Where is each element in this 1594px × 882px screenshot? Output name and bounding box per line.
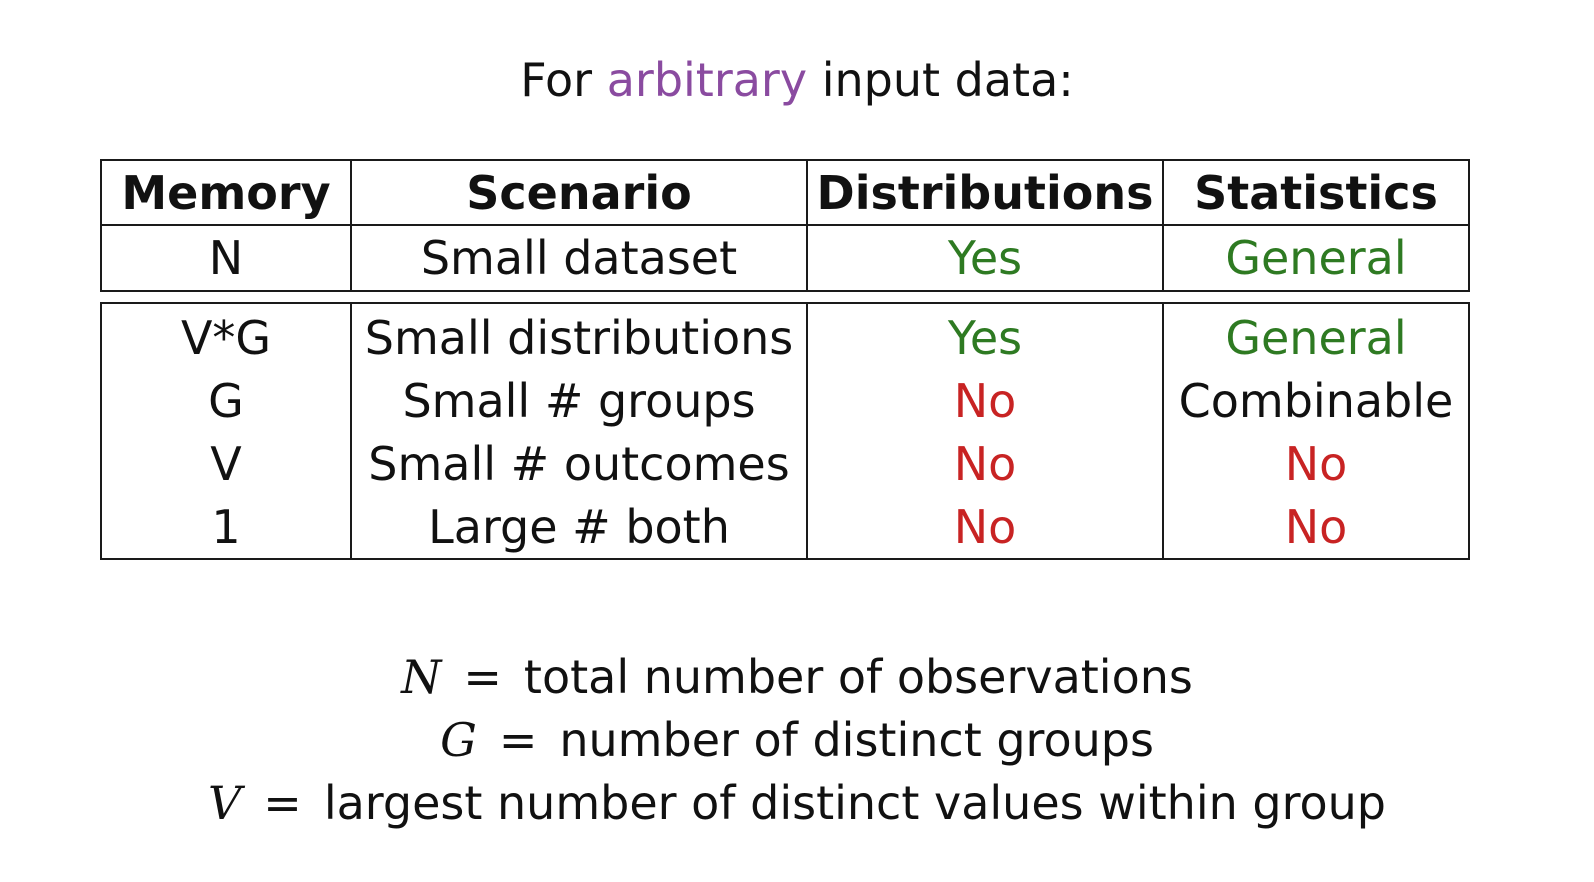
legend-text: total number of observations xyxy=(524,650,1193,704)
title-prefix: For xyxy=(520,53,592,107)
cell-scenario: Large # both xyxy=(351,495,807,559)
cell-distributions: No xyxy=(807,432,1163,495)
memory-table-top: Memory Scenario Distributions Statistics… xyxy=(100,159,1470,292)
cell-statistics: General xyxy=(1163,303,1469,369)
header-scenario: Scenario xyxy=(351,160,807,225)
header-memory: Memory xyxy=(101,160,351,225)
legend-text: number of distinct groups xyxy=(559,713,1154,767)
variable-legend: N = total number of observations G = number … xyxy=(0,646,1594,835)
memory-table-bottom: V*G Small distributions Yes General G Sm… xyxy=(100,302,1470,560)
table-row: V*G Small distributions Yes General xyxy=(101,303,1469,369)
cell-distributions: No xyxy=(807,369,1163,432)
cell-scenario: Small # groups xyxy=(351,369,807,432)
legend-line-v: V = largest number of distinct values with… xyxy=(0,772,1594,835)
table-row: G Small # groups No Combinable xyxy=(101,369,1469,432)
legend-symbol: V xyxy=(208,776,241,830)
cell-distributions: Yes xyxy=(807,303,1163,369)
table-header-row: Memory Scenario Distributions Statistics xyxy=(101,160,1469,225)
legend-symbol: G xyxy=(440,713,477,767)
cell-statistics: No xyxy=(1163,432,1469,495)
cell-distributions: Yes xyxy=(807,225,1163,291)
legend-symbol: N xyxy=(401,650,441,704)
legend-equals: = xyxy=(441,650,524,704)
table-row: V Small # outcomes No No xyxy=(101,432,1469,495)
cell-memory: N xyxy=(101,225,351,291)
title-suffix: input data: xyxy=(822,53,1074,107)
cell-memory: V xyxy=(101,432,351,495)
cell-distributions: No xyxy=(807,495,1163,559)
table-row: 1 Large # both No No xyxy=(101,495,1469,559)
header-statistics: Statistics xyxy=(1163,160,1469,225)
header-distributions: Distributions xyxy=(807,160,1163,225)
cell-scenario: Small dataset xyxy=(351,225,807,291)
slide-title: For arbitrary input data: xyxy=(0,50,1594,110)
cell-statistics: No xyxy=(1163,495,1469,559)
cell-statistics: Combinable xyxy=(1163,369,1469,432)
cell-memory: V*G xyxy=(101,303,351,369)
table-row: N Small dataset Yes General xyxy=(101,225,1469,291)
cell-memory: G xyxy=(101,369,351,432)
cell-scenario: Small # outcomes xyxy=(351,432,807,495)
legend-line-n: N = total number of observations xyxy=(0,646,1594,709)
title-accent: arbitrary xyxy=(607,53,807,107)
legend-line-g: G = number of distinct groups xyxy=(0,709,1594,772)
cell-statistics: General xyxy=(1163,225,1469,291)
legend-equals: = xyxy=(477,713,560,767)
legend-text: largest number of distinct values within… xyxy=(324,776,1386,830)
cell-memory: 1 xyxy=(101,495,351,559)
legend-equals: = xyxy=(241,776,324,830)
cell-scenario: Small distributions xyxy=(351,303,807,369)
